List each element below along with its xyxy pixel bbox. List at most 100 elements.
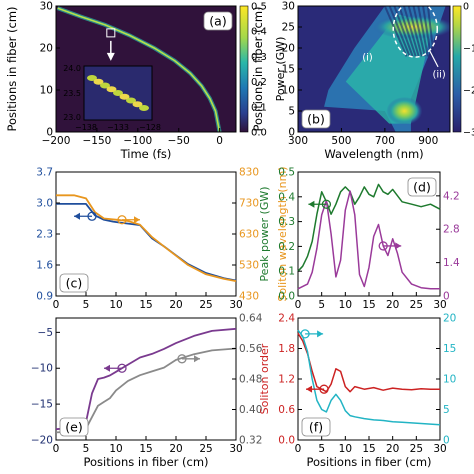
x-tick-label: 20	[386, 299, 399, 311]
panel-label: (f)	[309, 420, 323, 435]
panel-label-box	[59, 273, 89, 293]
x-axis-label: Positions in fiber (cm)	[83, 455, 208, 469]
x-tick-label: −200	[42, 135, 71, 147]
series-line	[56, 194, 237, 282]
y-tick-label: 1.6	[36, 260, 53, 272]
colorbar	[452, 5, 462, 133]
y-tick-label: 10	[40, 85, 53, 97]
inset-fringe	[113, 90, 123, 96]
colorbar-tick-label: 0.4	[251, 27, 267, 38]
series-line	[297, 332, 440, 393]
series-line	[56, 202, 237, 282]
colorbar-tick-label: −10	[463, 44, 474, 55]
y-tick-label: 730	[239, 198, 259, 210]
interference-fringe	[403, 6, 420, 57]
inset-fringe	[119, 93, 130, 100]
x-tick-label: 30	[229, 299, 242, 311]
colorbar-tick-label: 0.5	[251, 2, 267, 13]
y-tick-label: 5	[443, 404, 450, 416]
y-axis-label-left: Peak power (GW)	[258, 186, 271, 281]
arrowhead	[74, 212, 80, 220]
panel-label: (a)	[209, 14, 226, 29]
x-tick-label: 25	[410, 299, 423, 311]
inset-fringe	[132, 101, 143, 108]
x-tick-label: −50	[168, 135, 190, 147]
x-tick-label: −100	[123, 135, 152, 147]
x-tick-label: 5	[318, 299, 325, 311]
x-tick-label: 30	[229, 443, 242, 455]
plot-frame	[55, 5, 237, 133]
inset-fringe	[126, 97, 136, 104]
y-tick-label: 2.4	[278, 313, 295, 325]
x-tick-label: 25	[199, 443, 212, 455]
series-line	[297, 190, 440, 290]
y-tick-label: 20	[282, 43, 295, 55]
x-tick-label: 15	[139, 299, 152, 311]
x-axis-label: Positions in fiber (cm)	[306, 455, 431, 469]
arrowhead	[306, 385, 313, 393]
y-tick-label: 0	[46, 127, 53, 139]
inset-fringe	[139, 105, 149, 111]
arrowhead	[317, 330, 324, 338]
y-tick-label: −20	[31, 435, 53, 447]
y-tick-label: 630	[239, 229, 259, 241]
inset-tick-label: 23.0	[63, 113, 81, 122]
x-tick-label: 20	[169, 299, 182, 311]
y-tick-label: 10	[443, 374, 456, 386]
inset-tick-label: −128	[139, 123, 161, 132]
annotation-label: (i)	[362, 53, 373, 64]
y-axis-label-right: Soliton wavelength (nm)	[276, 166, 289, 301]
y-tick-label: 3.7	[36, 167, 53, 179]
y-tick-label: 30	[282, 1, 295, 13]
colorbar-tick-label: 0.0	[251, 128, 267, 139]
inset-tick-label: 24.0	[63, 64, 81, 73]
y-tick-label: 1.4	[443, 257, 460, 269]
x-tick-label: 500	[331, 135, 351, 147]
interference-fringe	[398, 6, 417, 57]
series-line	[297, 183, 441, 272]
y-tick-label: 0.48	[239, 374, 262, 386]
interference-fringe	[417, 6, 429, 57]
x-tick-label: 10	[339, 299, 352, 311]
y-tick-label: 0.9	[36, 291, 53, 303]
colorbar-tick-label: 0.3	[251, 52, 267, 63]
x-tick-label: 15	[362, 299, 375, 311]
panel-label-box	[301, 109, 331, 129]
arrowhead	[104, 364, 110, 372]
x-tick-label: 30	[433, 443, 446, 455]
y-tick-label: 0.40	[239, 404, 262, 416]
panel-label-box	[59, 417, 89, 437]
series-line	[55, 347, 237, 434]
x-tick-label: 5	[83, 299, 90, 311]
pump-spectrum-peak	[386, 97, 423, 125]
heatmap-area	[324, 6, 450, 132]
series-line	[55, 327, 237, 431]
x-tick-label: 10	[339, 443, 352, 455]
y-tick-label: 10	[282, 85, 295, 97]
arrowhead	[308, 200, 315, 208]
interference-fringe	[426, 6, 435, 57]
highlight-ellipse	[392, 0, 439, 58]
panel-label-box	[407, 177, 437, 197]
y-tick-label: 0.0	[278, 435, 295, 447]
y-tick-label: 20	[443, 313, 456, 325]
y-tick-label: 0.2	[278, 241, 295, 253]
y-tick-label: 530	[239, 260, 259, 272]
y-tick-label: 0.64	[239, 313, 263, 325]
colorbar-label: Power (GW)	[274, 37, 287, 102]
y-tick-label: −10	[31, 363, 53, 375]
interference-fringe	[388, 6, 411, 57]
x-axis-label: Wavelength (nm)	[324, 147, 423, 161]
inset-tick-label: −133	[107, 123, 129, 132]
colorbar-tick-label: −30	[463, 128, 474, 139]
x-tick-label: 15	[362, 443, 375, 455]
y-tick-label: 20	[40, 43, 53, 55]
interference-fringe	[422, 6, 432, 57]
panel-label: (e)	[65, 420, 82, 435]
zoom-region-marker	[106, 28, 116, 38]
annotation-arrow	[428, 49, 439, 68]
x-tick-label: 25	[199, 299, 212, 311]
y-axis-label: Positions in fiber (cm)	[251, 6, 265, 131]
inset-tick-label: 23.5	[63, 89, 81, 98]
